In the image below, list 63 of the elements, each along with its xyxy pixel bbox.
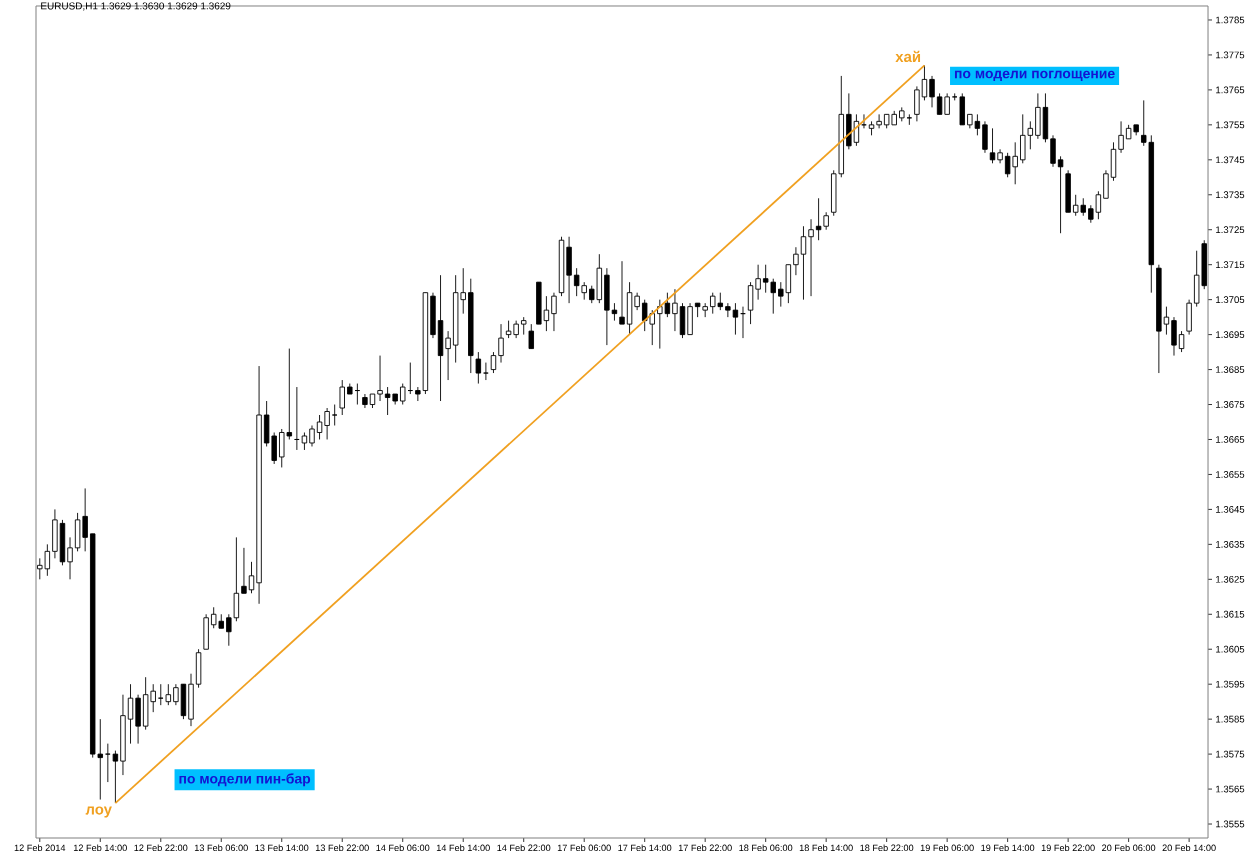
candlestick xyxy=(324,407,330,440)
candlestick xyxy=(105,743,111,783)
candlestick xyxy=(165,683,172,706)
candlestick xyxy=(604,267,610,346)
candlestick xyxy=(808,218,814,297)
candlestick xyxy=(906,113,913,126)
candlestick xyxy=(331,404,338,426)
candlestick xyxy=(528,323,534,350)
candlestick xyxy=(657,299,663,350)
candlestick xyxy=(362,393,368,409)
candlestick xyxy=(1012,141,1018,185)
candlestick xyxy=(982,120,988,154)
candlestick xyxy=(1004,152,1011,178)
candlestick xyxy=(551,292,557,332)
candlestick xyxy=(309,425,315,447)
candlestick xyxy=(876,113,882,129)
candlestick xyxy=(377,355,383,402)
candlestick xyxy=(687,302,693,336)
candlestick xyxy=(664,292,671,318)
candlestick xyxy=(1065,169,1071,213)
candlestick xyxy=(1171,316,1177,357)
candlestick xyxy=(800,225,807,301)
candlestick xyxy=(566,236,572,304)
candlestick xyxy=(710,292,716,315)
candlestick xyxy=(203,613,209,650)
candlestick xyxy=(596,253,603,304)
candlestick xyxy=(483,362,489,381)
candlestick xyxy=(316,414,323,440)
candlestick xyxy=(732,302,739,336)
candlestick xyxy=(989,127,996,164)
candlestick xyxy=(762,264,769,294)
candlestick xyxy=(747,281,754,325)
candlestick xyxy=(400,383,406,405)
candlestick xyxy=(37,557,43,580)
candlestick xyxy=(853,113,860,147)
candlestick xyxy=(626,281,633,336)
candlestick xyxy=(339,379,345,416)
candlestick xyxy=(1020,113,1026,164)
candlestick xyxy=(861,113,867,129)
candlestick xyxy=(279,428,285,468)
candlestick xyxy=(914,85,920,122)
candlestick xyxy=(384,386,391,416)
candlestick xyxy=(498,323,504,364)
candlestick xyxy=(672,288,678,332)
candlestick xyxy=(142,676,149,731)
candlestick xyxy=(1035,92,1041,140)
candlestick xyxy=(135,694,141,745)
candlestick xyxy=(120,694,126,776)
candlestick xyxy=(770,278,776,315)
candlestick xyxy=(815,197,822,241)
candlestick xyxy=(944,92,950,115)
candlestick xyxy=(725,302,731,318)
candlestick xyxy=(641,299,648,332)
candlestick xyxy=(536,281,542,325)
candlestick xyxy=(959,92,965,126)
candlestick xyxy=(437,274,444,402)
candlestick xyxy=(619,260,625,325)
candlestick xyxy=(679,302,686,339)
candlestick xyxy=(475,351,482,384)
candlestick xyxy=(59,519,66,566)
candlestick xyxy=(929,75,935,108)
candlestick xyxy=(180,683,187,720)
candlestick xyxy=(649,309,655,346)
